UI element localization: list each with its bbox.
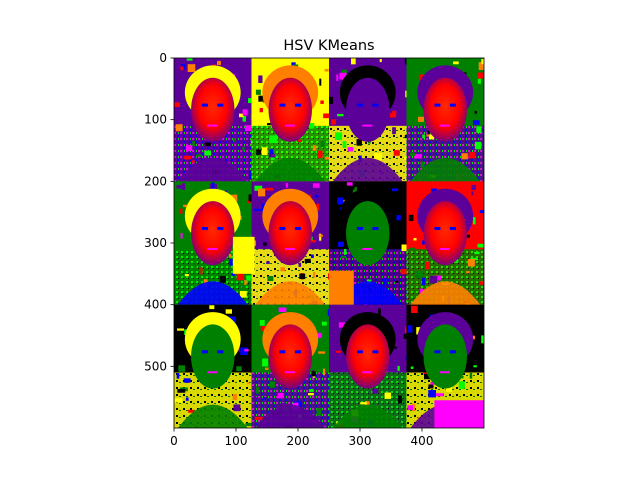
y-tick-label: 300 xyxy=(144,236,167,250)
kmeans-image xyxy=(174,58,489,434)
y-tick-label: 200 xyxy=(144,174,167,188)
x-tick-label: 0 xyxy=(170,434,178,448)
portrait-tile xyxy=(407,58,486,185)
y-tick-label: 500 xyxy=(144,359,167,373)
portrait-tile xyxy=(174,58,258,182)
x-axis-ticks: 0 100 200 300 400 xyxy=(170,428,433,448)
portrait-tile xyxy=(407,181,489,309)
y-tick-label: 0 xyxy=(159,51,167,65)
x-tick-label: 100 xyxy=(225,434,248,448)
portrait-tile xyxy=(252,181,336,305)
x-tick-label: 300 xyxy=(349,434,372,448)
portrait-tile xyxy=(252,58,331,182)
portrait-tile xyxy=(174,305,252,434)
x-tick-label: 200 xyxy=(287,434,310,448)
plot-title: HSV KMeans xyxy=(283,38,374,54)
orange-patch xyxy=(329,271,354,305)
magenta-patch xyxy=(434,400,484,428)
portrait-tile xyxy=(252,305,336,431)
x-tick-label: 400 xyxy=(411,434,434,448)
yellow-patch xyxy=(233,237,255,274)
y-tick-label: 400 xyxy=(144,298,167,312)
portrait-tile xyxy=(329,58,411,185)
y-tick-label: 100 xyxy=(144,113,167,127)
portrait-tile xyxy=(329,305,412,435)
y-axis-ticks: 0 100 200 300 400 500 xyxy=(144,51,174,373)
